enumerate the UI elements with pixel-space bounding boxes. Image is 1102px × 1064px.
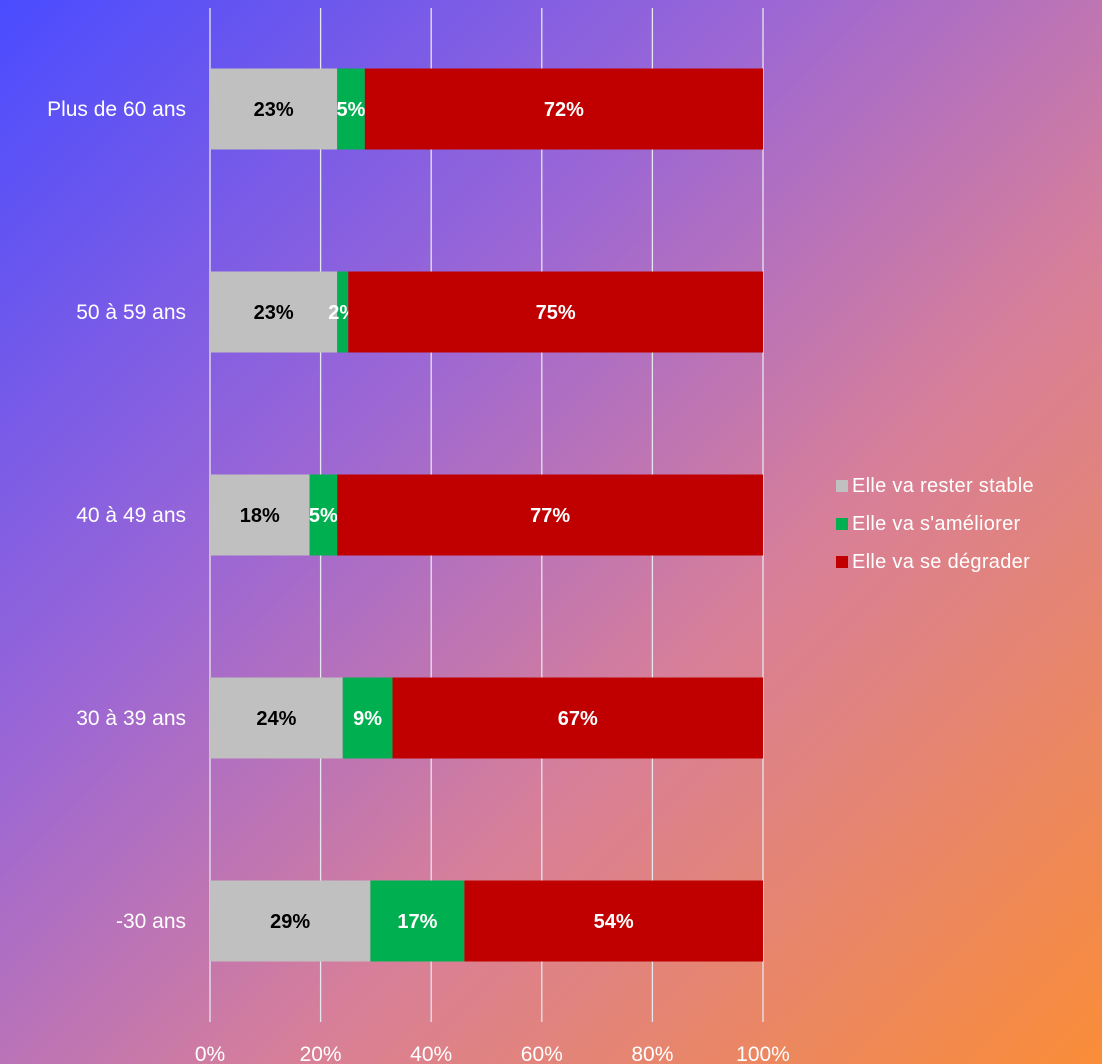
bar-segment [210,271,338,353]
x-tick-label: 60% [521,1043,563,1064]
bar-segment [210,68,338,150]
bar-segment [210,474,310,556]
legend-label-degrade: Elle va se dégrader [852,551,1031,573]
legend-item-degrade: Elle va se dégrader [836,550,1034,574]
data-label: 9% [353,708,382,730]
bar-segment [210,880,371,962]
data-label: 5% [337,99,366,121]
bar-segment [348,271,763,353]
category-label: -30 ans [116,910,186,933]
bars: 23% 5% 72%23% 2% 75%18% 5% 77%24% 9% 67%29% 17% 54… [210,68,763,962]
x-tick-label: 40% [410,1043,452,1064]
legend-swatch-degrade [836,556,848,568]
data-label: 29% [270,911,310,933]
legend-swatch-stable [836,480,848,492]
bar-segment [370,880,465,962]
category-label: Plus de 60 ans [47,98,186,121]
data-label: 54% [594,911,634,933]
data-label: 18% [240,505,280,527]
legend-item-stable: Elle va rester stable [836,474,1034,498]
bar-segment [464,880,763,962]
data-label: 23% [254,99,294,121]
legend-item-improve: Elle va s'améliorer [836,512,1034,536]
bar-segment [309,474,338,556]
legend-label-stable: Elle va rester stable [852,475,1034,497]
x-tick-label: 0% [195,1043,225,1064]
legend-label-improve: Elle va s'améliorer [852,513,1021,535]
bar-segment [342,677,393,759]
legend: Elle va rester stable Elle va s'améliore… [836,474,1034,574]
data-label: 17% [397,911,437,933]
x-axis-tick-labels: 0% 20% 40% 60% 80% 100% [195,1043,790,1064]
bar-segment [364,68,763,150]
legend-swatch-improve [836,518,848,530]
category-labels: Plus de 60 ans 50 à 59 ans 40 à 49 ans 30 à… [47,98,186,933]
bar-segment [392,677,763,759]
category-label: 50 à 59 ans [76,301,186,324]
data-label: 24% [256,708,296,730]
data-label: 72% [544,99,584,121]
bar-segment [210,677,343,759]
data-label: 75% [536,302,576,324]
category-label: 30 à 39 ans [76,707,186,730]
bar-segment [337,271,349,353]
x-tick-label: 80% [631,1043,673,1064]
x-tick-label: 20% [300,1043,342,1064]
bar-segment [337,68,365,150]
x-tick-label: 100% [736,1043,790,1064]
category-label: 40 à 49 ans [76,504,186,527]
bar-segment [337,474,763,556]
data-label: 67% [558,708,598,730]
data-label: 5% [309,505,338,527]
data-label: 77% [530,505,570,527]
data-label: 23% [254,302,294,324]
